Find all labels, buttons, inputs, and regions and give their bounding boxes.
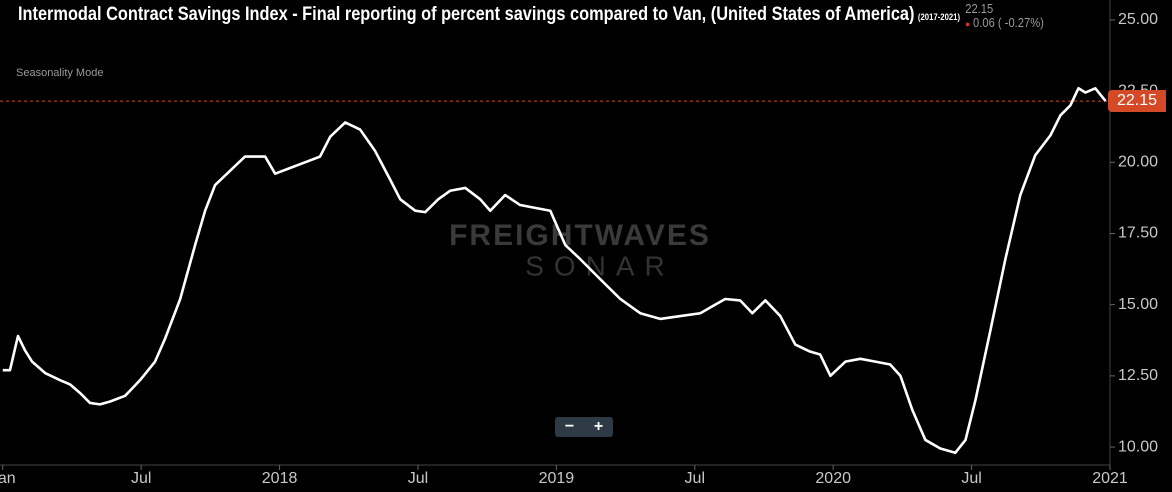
x-tick-label: 2020 xyxy=(815,470,851,487)
current-value-tag: 22.15 xyxy=(1108,90,1166,113)
x-tick-label: Jul xyxy=(408,470,428,487)
y-tick-label: 20.00 xyxy=(1118,154,1158,171)
zoom-out-button[interactable]: − xyxy=(564,418,575,435)
y-tick-label: 25.00 xyxy=(1118,11,1158,28)
y-tick-label: 17.50 xyxy=(1118,225,1158,242)
watermark: SONAR xyxy=(525,250,675,281)
change-value: 0.06 ( -0.27%) xyxy=(973,15,1044,30)
data-line xyxy=(2,86,1107,455)
watermark: FREIGHTWAVES xyxy=(449,219,711,252)
x-tick-label: Jul xyxy=(685,470,705,487)
x-tick-label: 2019 xyxy=(539,470,575,487)
zoom-in-button[interactable]: + xyxy=(593,418,604,435)
y-tick-label: 10.00 xyxy=(1118,438,1158,455)
y-tick-label: 12.50 xyxy=(1118,367,1158,384)
current-value: 22.15 xyxy=(965,1,994,16)
x-tick-label: Jul xyxy=(961,470,981,487)
chart-title: Intermodal Contract Savings Index - Fina… xyxy=(18,4,915,25)
chart-subtitle: (2017-2021) xyxy=(917,12,961,22)
header: Intermodal Contract Savings Index - Fina… xyxy=(18,2,1050,31)
x-tick-label: Jul xyxy=(131,470,151,487)
x-tick-label: Jan xyxy=(0,470,16,487)
value-block: 22.15 ● 0.06 ( -0.27%) xyxy=(965,2,1044,31)
change-icon: ● xyxy=(965,19,970,29)
x-tick-label: 2021 xyxy=(1092,470,1128,487)
mode-label: Seasonality Mode xyxy=(16,67,104,79)
zoom-controls: − + xyxy=(555,417,613,437)
y-tick-label: 15.00 xyxy=(1118,296,1158,313)
x-tick-label: 2018 xyxy=(262,470,298,487)
